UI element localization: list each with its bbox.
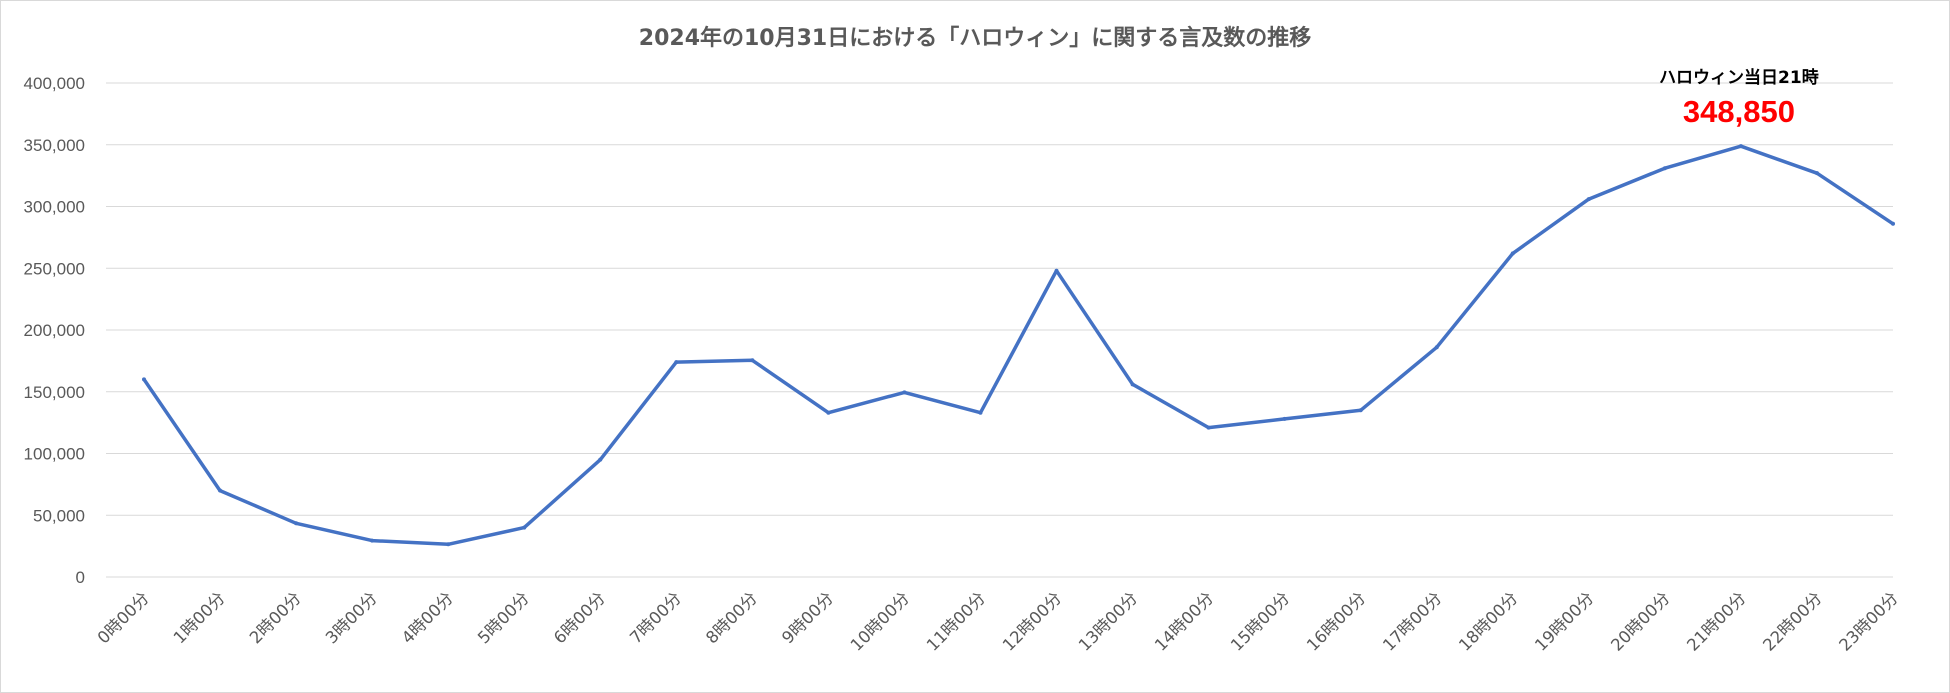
data-point xyxy=(1206,425,1211,430)
annotation-label: ハロウィン当日21時 xyxy=(1659,67,1819,88)
y-tick-label: 50,000 xyxy=(33,506,85,525)
data-point xyxy=(978,410,983,415)
x-tick-label: 16時00分 xyxy=(1303,588,1369,654)
data-point xyxy=(1586,197,1591,202)
x-tick-label: 4時00分 xyxy=(398,588,457,647)
data-point xyxy=(902,390,907,395)
x-tick-label: 22時00分 xyxy=(1759,588,1825,654)
data-point xyxy=(826,410,831,415)
x-tick-label: 11時00分 xyxy=(923,588,989,654)
y-tick-label: 250,000 xyxy=(24,259,85,278)
x-tick-label: 17時00分 xyxy=(1379,588,1445,654)
y-tick-label: 200,000 xyxy=(24,321,85,340)
chart-title: 2024年の10月31日における「ハロウィン」に関する言及数の推移 xyxy=(638,26,1312,51)
x-tick-label: 8時00分 xyxy=(702,588,761,647)
y-tick-label: 0 xyxy=(76,568,85,587)
y-axis-tick-labels: 0 50,000 100,000 150,000 200,000 250,000 300,0… xyxy=(24,74,85,587)
x-tick-label: 13時00分 xyxy=(1075,588,1141,654)
x-tick-label: 12時00分 xyxy=(999,588,1065,654)
x-tick-label: 7時00分 xyxy=(626,588,685,647)
data-point xyxy=(1891,221,1895,226)
gridlines xyxy=(106,82,1893,578)
data-point xyxy=(1130,382,1135,387)
data-point xyxy=(1282,416,1287,421)
x-tick-label: 9時00分 xyxy=(778,588,837,647)
data-point xyxy=(1358,408,1363,413)
y-tick-label: 100,000 xyxy=(24,445,85,464)
data-point xyxy=(1738,144,1743,149)
x-tick-label: 20時00分 xyxy=(1607,588,1673,654)
y-tick-label: 150,000 xyxy=(24,383,85,402)
data-point xyxy=(1510,251,1515,256)
x-tick-label: 5時00分 xyxy=(474,588,533,647)
data-point xyxy=(294,521,299,526)
x-axis-tick-labels: 0時00分 1時00分 2時00分 3時00分 4時00分 5時00分 6時00分 7時00分… xyxy=(94,588,1902,654)
x-tick-label: 10時00分 xyxy=(847,588,913,654)
data-points xyxy=(142,144,1895,547)
data-point xyxy=(446,542,451,547)
x-tick-label: 23時00分 xyxy=(1835,588,1901,654)
data-point xyxy=(370,538,375,543)
data-point xyxy=(598,457,603,462)
y-tick-label: 300,000 xyxy=(24,198,85,217)
x-tick-label: 3時00分 xyxy=(322,588,381,647)
series-line xyxy=(142,144,1895,547)
x-tick-label: 19時00分 xyxy=(1531,588,1597,654)
data-point xyxy=(674,360,679,365)
x-tick-label: 1時00分 xyxy=(170,588,229,647)
x-tick-label: 18時00分 xyxy=(1455,588,1521,654)
data-point xyxy=(1662,166,1667,171)
data-point xyxy=(1814,171,1819,176)
x-tick-label: 14時00分 xyxy=(1151,588,1217,654)
data-point xyxy=(1434,345,1439,350)
x-tick-label: 2時00分 xyxy=(246,588,305,647)
y-tick-label: 400,000 xyxy=(24,74,85,93)
x-tick-label: 0時00分 xyxy=(94,588,153,647)
data-point xyxy=(142,377,146,382)
data-point xyxy=(522,525,527,530)
x-tick-label: 6時00分 xyxy=(550,588,609,647)
data-point xyxy=(750,358,755,363)
x-tick-label: 15時00分 xyxy=(1227,588,1293,654)
y-tick-label: 350,000 xyxy=(24,136,85,155)
x-tick-label: 21時00分 xyxy=(1683,588,1749,654)
annotation-value: 348,850 xyxy=(1683,94,1795,129)
data-point xyxy=(1054,268,1059,273)
data-point xyxy=(218,488,223,493)
